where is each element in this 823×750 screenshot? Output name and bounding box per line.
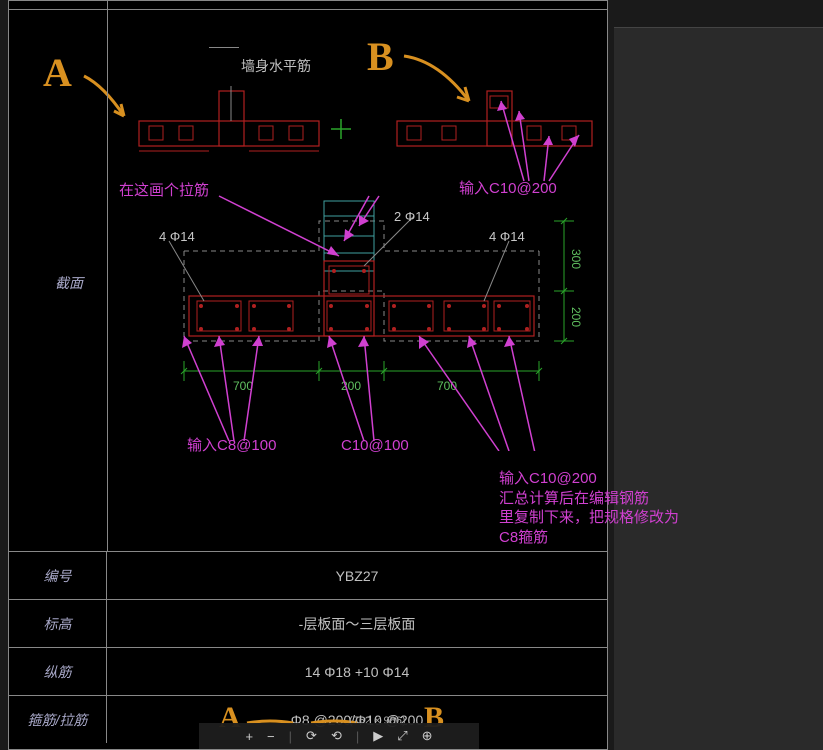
table-value: 14 Φ18 +10 Φ14	[107, 648, 607, 695]
section-row-label: 截面	[55, 273, 83, 293]
detail-a-drawing	[119, 86, 339, 166]
arrow-cluster-left	[149, 191, 409, 281]
table-row: 纵筋 14 Φ18 +10 Φ14	[9, 647, 607, 695]
arrow-cluster-b	[449, 81, 609, 191]
table-label: 编号	[9, 552, 107, 599]
anno-c8-100: 输入C8@100	[187, 436, 276, 456]
cad-canvas[interactable]: A B 墙身水平筋	[8, 0, 608, 750]
table-topline	[9, 9, 607, 10]
table-label: 纵筋	[9, 648, 107, 695]
more-icon[interactable]: ⊕	[422, 728, 433, 744]
table-vline	[107, 1, 108, 551]
dim-line	[209, 47, 239, 48]
side-panel	[614, 0, 823, 750]
green-cross-marker	[331, 119, 351, 139]
dim-300: 300	[569, 249, 583, 269]
hand-label-a: A	[43, 49, 72, 96]
side-panel-header	[614, 0, 823, 28]
table-row: 编号 YBZ27	[9, 551, 607, 599]
dim-200v: 200	[569, 307, 583, 327]
rebar-label-right: 4 Φ14	[489, 229, 525, 244]
play-icon[interactable]: ▶	[373, 728, 383, 744]
table-row: 标高 -层板面～三层板面	[9, 599, 607, 647]
table-label: 箍筋/拉筋	[9, 696, 107, 743]
zoom-out-icon[interactable]: −	[267, 729, 275, 744]
anno-c10-100: C10@100	[341, 436, 409, 456]
rotate-ccw-icon[interactable]: ⟲	[331, 728, 342, 744]
rotate-cw-icon[interactable]: ⟳	[306, 728, 317, 744]
hand-label-b: B	[367, 33, 394, 80]
table-value: -层板面～三层板面	[107, 600, 607, 647]
table-value: YBZ27	[107, 552, 607, 599]
wall-rebar-label: 墙身水平筋	[241, 56, 311, 76]
table-label: 标高	[9, 600, 107, 647]
anno-c10-200-note: 输入C10@200 汇总计算后在编辑钢筋 里复制下来，把规格修改为 C8箍筋	[499, 469, 699, 547]
fullscreen-icon[interactable]: ⤢	[397, 728, 407, 744]
arrow-cluster-bottom	[149, 321, 569, 451]
viewer-toolbar: + − | ⟳ ⟲ | ▶ ⤢ ⊕	[199, 723, 479, 749]
zoom-in-icon[interactable]: +	[245, 729, 253, 744]
